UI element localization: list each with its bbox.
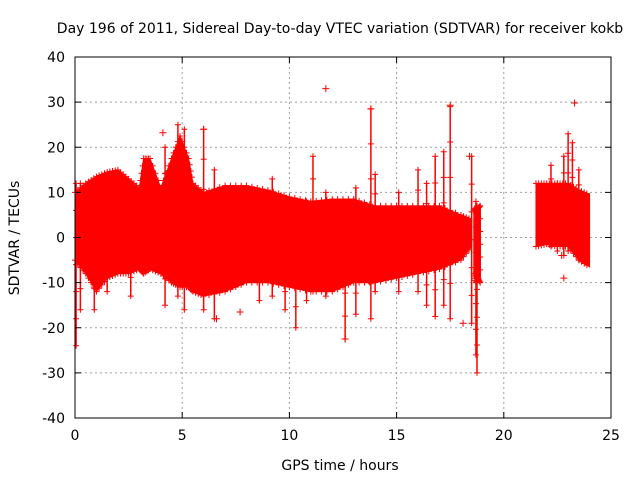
x-tick-label: 0 [71,428,80,444]
x-axis-label: GPS time / hours [281,458,398,474]
spike-markers [474,202,480,376]
spike-markers [472,198,479,358]
spike [303,198,310,304]
spike-markers [181,126,188,313]
outlier-point [560,274,568,282]
spike [91,180,98,313]
y-tick-label: 40 [47,50,65,66]
outlier-point [213,315,221,323]
spike-markers [440,148,447,309]
x-tick-label: 20 [495,428,513,444]
y-axis-label: SDTVAR / TECUs [7,181,23,296]
outlier-point [367,105,375,113]
spike [547,162,554,250]
spike [432,153,439,320]
x-tick-label: 25 [602,428,620,444]
outlier-point [341,335,349,343]
spike [372,171,379,295]
outlier-point [558,252,566,260]
spike-markers [269,175,276,300]
spike-markers [395,189,402,295]
spike-markers [282,198,289,313]
spike [415,166,422,295]
x-tick-label: 15 [388,428,406,444]
y-tick-label: 30 [47,95,65,111]
data-points [72,85,591,376]
outlier-point [236,308,244,316]
y-tick-label: -40 [42,411,65,427]
spike-markers [309,153,316,295]
spike [181,126,188,313]
y-tick-label: 20 [47,140,65,156]
x-tick-label: 10 [280,428,298,444]
spike [447,103,454,322]
spike [395,189,402,295]
spike-markers [292,198,299,331]
spike [174,121,181,300]
spike [477,202,484,286]
spike-markers [174,121,181,300]
spike [423,180,430,309]
spike-markers [322,189,329,300]
spike [309,153,316,295]
spike [162,144,169,309]
spike [256,189,263,304]
spike [472,198,479,358]
y-tick-label: -10 [42,276,65,292]
spike [127,180,134,300]
spike-markers [127,180,134,300]
spike-markers [352,184,359,318]
spike-markers [162,144,169,309]
spike-markers [77,180,84,313]
spike [575,166,582,264]
y-tick-label: 10 [47,185,65,201]
spike-markers [415,166,422,295]
outlier-point [159,129,167,137]
spike [560,153,567,259]
outlier-point [465,152,473,160]
spike [292,198,299,331]
spike-markers [423,180,430,309]
spike-markers [569,139,576,250]
spike-markers [91,180,98,313]
spike-markers [477,202,484,286]
chart-title: Day 196 of 2011, Sidereal Day-to-day VTE… [57,21,623,37]
spike-markers [303,198,310,304]
spike [77,180,84,313]
spike [352,184,359,318]
spike [269,175,276,300]
spike [440,148,447,309]
spike-markers [575,166,582,264]
outlier-point [322,85,330,93]
spike [565,130,572,255]
spike [104,180,111,295]
spike-markers [554,180,561,255]
spike [322,189,329,300]
spike [554,180,561,255]
x-tick-label: 5 [178,428,187,444]
y-tick-label: -30 [42,366,65,382]
spike-markers [565,130,572,255]
spike [200,126,207,313]
spike-markers [104,180,111,295]
spike [367,105,374,322]
spike-markers [256,189,263,304]
spike [474,202,480,376]
spike-markers [547,162,554,250]
outlier-point [571,99,579,107]
y-tick-label: -20 [42,321,65,337]
spike [282,198,289,313]
axis-ticks: 0 5 10 15 20 25 -40 -30 -20 -10 0 10 20 30 40 [42,50,620,444]
spike-markers [432,153,439,320]
spike [569,139,576,250]
outlier-point [446,101,454,109]
outlier-point [200,125,208,133]
outlier-point [459,319,467,327]
spike-markers [372,171,379,295]
y-tick-label: 0 [56,231,65,247]
